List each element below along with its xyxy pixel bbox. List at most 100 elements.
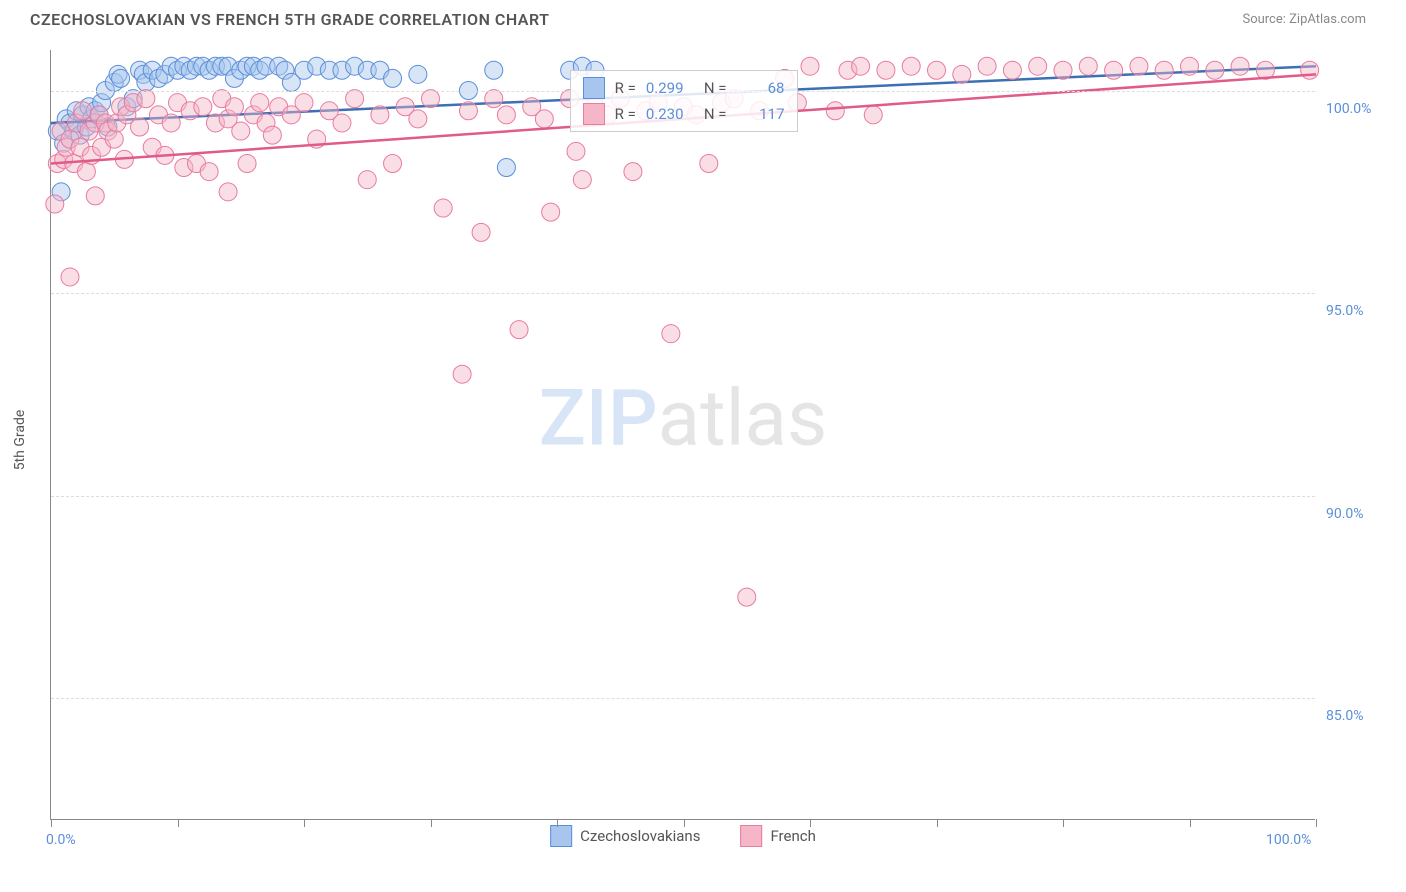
data-point xyxy=(1029,57,1047,75)
x-tick-label: 0.0% xyxy=(46,832,76,848)
r-value: 0.230 xyxy=(646,105,694,123)
x-tick xyxy=(684,819,685,827)
y-tick-label: 85.0% xyxy=(1326,708,1364,724)
data-point xyxy=(662,325,680,343)
y-axis-label: 5th Grade xyxy=(12,410,28,471)
x-tick xyxy=(557,819,558,827)
data-point xyxy=(194,98,212,116)
x-tick xyxy=(1190,819,1191,827)
data-point xyxy=(485,61,503,79)
data-point xyxy=(77,163,95,181)
x-tick xyxy=(810,819,811,827)
data-point xyxy=(826,102,844,120)
data-point xyxy=(928,61,946,79)
data-point xyxy=(112,69,130,87)
data-point xyxy=(232,122,250,140)
data-point xyxy=(219,183,237,201)
data-point xyxy=(251,94,269,112)
data-point xyxy=(225,98,243,116)
legend-label: Czechoslovakians xyxy=(580,827,700,845)
data-point xyxy=(263,126,281,144)
data-point xyxy=(877,61,895,79)
data-point xyxy=(131,118,149,136)
n-label: N = xyxy=(704,79,727,97)
legend-row: R =0.299N =68 xyxy=(583,75,785,101)
data-point xyxy=(497,159,515,177)
x-tick xyxy=(51,819,52,827)
data-point xyxy=(137,90,155,108)
x-tick xyxy=(1316,819,1317,827)
data-point xyxy=(384,69,402,87)
data-point xyxy=(384,154,402,172)
data-point xyxy=(105,130,123,148)
data-point xyxy=(485,90,503,108)
x-tick xyxy=(431,819,432,827)
data-point xyxy=(200,163,218,181)
data-point xyxy=(409,110,427,128)
gridline xyxy=(51,293,1315,294)
data-point xyxy=(434,199,452,217)
data-point xyxy=(162,114,180,132)
data-point xyxy=(371,106,389,124)
legend-swatch xyxy=(740,825,762,847)
x-tick xyxy=(178,819,179,827)
data-point xyxy=(624,163,642,181)
data-point xyxy=(472,223,490,241)
n-value: 117 xyxy=(737,105,785,123)
data-point xyxy=(46,195,64,213)
data-point xyxy=(86,187,104,205)
data-point xyxy=(1105,61,1123,79)
plot-area: ZIPatlas CzechoslovakiansFrench 85.0%90.… xyxy=(50,50,1315,820)
data-point xyxy=(1301,61,1319,79)
bottom-legend-item: French xyxy=(740,825,815,847)
x-tick xyxy=(937,819,938,827)
data-point xyxy=(902,57,920,75)
gridline xyxy=(51,698,1315,699)
data-point xyxy=(346,90,364,108)
n-value: 68 xyxy=(737,79,785,97)
data-point xyxy=(542,203,560,221)
data-point xyxy=(801,57,819,75)
n-label: N = xyxy=(704,105,727,123)
y-tick-label: 90.0% xyxy=(1326,506,1364,522)
data-point xyxy=(852,57,870,75)
chart-source: Source: ZipAtlas.com xyxy=(1242,12,1366,27)
data-point xyxy=(700,154,718,172)
data-point xyxy=(1003,61,1021,79)
data-point xyxy=(567,142,585,160)
data-point xyxy=(238,154,256,172)
legend-label: French xyxy=(770,827,815,845)
data-point xyxy=(295,94,313,112)
data-point xyxy=(333,114,351,132)
data-point xyxy=(1155,61,1173,79)
y-tick-label: 100.0% xyxy=(1326,101,1371,117)
data-point xyxy=(453,365,471,383)
data-point xyxy=(864,106,882,124)
data-point xyxy=(535,110,553,128)
bottom-legend: Czechoslovakians French xyxy=(550,825,816,847)
data-point xyxy=(1181,57,1199,75)
data-point xyxy=(459,102,477,120)
data-point xyxy=(358,171,376,189)
data-point xyxy=(422,90,440,108)
legend-swatch xyxy=(583,77,605,99)
chart-title: CZECHOSLOVAKIAN VS FRENCH 5TH GRADE CORR… xyxy=(30,10,549,29)
gridline xyxy=(51,496,1315,497)
chart-container: 5th Grade ZIPatlas CzechoslovakiansFrenc… xyxy=(50,50,1370,830)
data-point xyxy=(1054,61,1072,79)
data-point xyxy=(497,106,515,124)
data-point xyxy=(1206,61,1224,79)
x-tick xyxy=(1063,819,1064,827)
data-point xyxy=(1130,57,1148,75)
correlation-legend: R =0.299N =68R =0.230N =117 xyxy=(570,70,798,132)
legend-swatch xyxy=(550,825,572,847)
chart-svg xyxy=(51,50,1315,819)
bottom-legend-item: Czechoslovakians xyxy=(550,825,700,847)
y-tick-label: 95.0% xyxy=(1326,303,1364,319)
legend-row: R =0.230N =117 xyxy=(583,101,785,127)
x-tick-label: 100.0% xyxy=(1266,832,1311,848)
data-point xyxy=(409,65,427,83)
data-point xyxy=(953,65,971,83)
data-point xyxy=(1079,57,1097,75)
data-point xyxy=(61,268,79,286)
